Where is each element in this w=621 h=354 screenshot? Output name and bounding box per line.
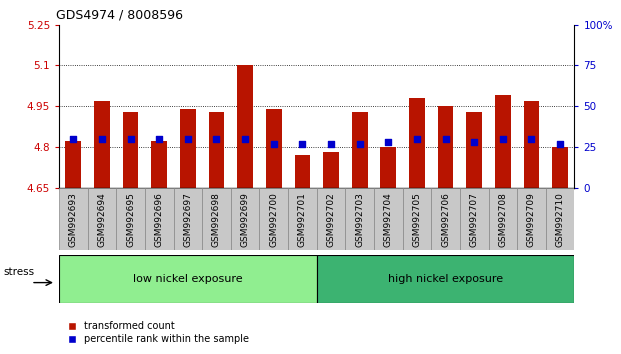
Bar <box>552 147 568 188</box>
Text: GSM992708: GSM992708 <box>498 193 507 247</box>
Bar <box>294 155 310 188</box>
Bar <box>345 188 374 250</box>
Point <box>469 139 479 145</box>
Bar <box>288 188 317 250</box>
Point <box>68 136 78 142</box>
Bar <box>524 101 540 188</box>
Bar <box>489 188 517 250</box>
Point <box>441 136 451 142</box>
Bar <box>317 188 345 250</box>
Bar <box>59 188 88 250</box>
Text: stress: stress <box>3 267 34 276</box>
Text: GSM992701: GSM992701 <box>298 193 307 247</box>
Text: GSM992704: GSM992704 <box>384 193 393 247</box>
Text: GSM992702: GSM992702 <box>327 193 335 247</box>
Text: GSM992709: GSM992709 <box>527 193 536 247</box>
Bar <box>231 188 260 250</box>
Text: GSM992699: GSM992699 <box>240 193 250 247</box>
Bar <box>59 255 317 303</box>
Text: low nickel exposure: low nickel exposure <box>133 274 243 284</box>
Text: GSM992697: GSM992697 <box>183 193 193 247</box>
Bar <box>381 147 396 188</box>
Point <box>154 136 164 142</box>
Text: GSM992693: GSM992693 <box>69 193 78 247</box>
Bar <box>517 188 546 250</box>
Bar <box>173 188 202 250</box>
Bar <box>266 109 282 188</box>
Text: GSM992694: GSM992694 <box>97 193 106 247</box>
Bar <box>65 142 81 188</box>
Bar <box>180 109 196 188</box>
Bar <box>431 188 460 250</box>
Point <box>527 136 537 142</box>
Point <box>212 136 222 142</box>
Bar <box>116 188 145 250</box>
Bar <box>466 112 482 188</box>
Bar <box>94 101 110 188</box>
Point <box>125 136 135 142</box>
Text: GSM992703: GSM992703 <box>355 193 364 247</box>
Bar <box>323 152 339 188</box>
Bar <box>88 188 116 250</box>
Point <box>97 136 107 142</box>
Bar <box>402 188 431 250</box>
Bar <box>202 188 231 250</box>
Point <box>240 136 250 142</box>
Bar <box>351 112 368 188</box>
Point <box>326 141 336 147</box>
Point <box>555 141 565 147</box>
Bar <box>209 112 224 188</box>
Bar <box>152 142 167 188</box>
Text: GSM992695: GSM992695 <box>126 193 135 247</box>
Bar <box>495 95 510 188</box>
Bar <box>409 98 425 188</box>
Bar <box>260 188 288 250</box>
Point <box>498 136 508 142</box>
Text: GSM992710: GSM992710 <box>556 193 564 247</box>
Text: GSM992696: GSM992696 <box>155 193 164 247</box>
Bar <box>317 255 574 303</box>
Text: GSM992698: GSM992698 <box>212 193 221 247</box>
Point <box>297 141 307 147</box>
Point <box>355 141 365 147</box>
Bar <box>546 188 574 250</box>
Point <box>183 136 193 142</box>
Text: GDS4974 / 8008596: GDS4974 / 8008596 <box>56 9 183 22</box>
Text: GSM992705: GSM992705 <box>412 193 422 247</box>
Bar <box>460 188 489 250</box>
Text: GSM992707: GSM992707 <box>469 193 479 247</box>
Bar <box>145 188 173 250</box>
Bar <box>374 188 402 250</box>
Bar <box>123 112 138 188</box>
Text: high nickel exposure: high nickel exposure <box>388 274 503 284</box>
Point <box>383 139 393 145</box>
Legend: transformed count, percentile rank within the sample: transformed count, percentile rank withi… <box>68 321 249 344</box>
Point <box>269 141 279 147</box>
Bar <box>438 106 453 188</box>
Text: GSM992706: GSM992706 <box>441 193 450 247</box>
Text: GSM992700: GSM992700 <box>270 193 278 247</box>
Point <box>412 136 422 142</box>
Bar <box>237 65 253 188</box>
